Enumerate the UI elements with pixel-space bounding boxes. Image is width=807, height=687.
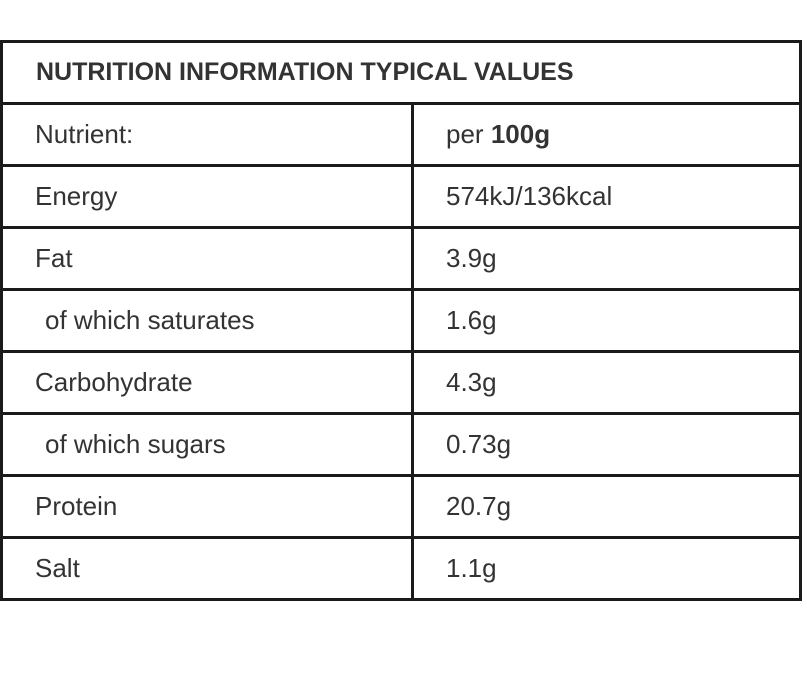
table-row: Fat 3.9g — [0, 226, 802, 291]
nutrient-value: 1.6g — [411, 288, 802, 353]
table-row: Carbohydrate 4.3g — [0, 350, 802, 415]
per-amount: 100g — [490, 119, 551, 149]
nutrient-header: Nutrient: — [0, 102, 414, 167]
per-prefix: per — [446, 119, 491, 149]
nutrient-value: 1.1g — [411, 536, 802, 601]
nutrient-value: 4.3g — [411, 350, 802, 415]
nutrient-value: 20.7g — [411, 474, 802, 539]
nutrition-table: NUTRITION INFORMATION TYPICAL VALUES Nut… — [0, 40, 802, 601]
nutrient-name: Fat — [0, 226, 414, 291]
table-title: NUTRITION INFORMATION TYPICAL VALUES — [0, 40, 802, 105]
table-header-row: Nutrient: per 100g — [0, 102, 802, 167]
table-row: Energy 574kJ/136kcal — [0, 164, 802, 229]
nutrient-value: 0.73g — [411, 412, 802, 477]
nutrient-name: Protein — [0, 474, 414, 539]
nutrient-name: of which saturates — [0, 288, 414, 353]
table-title-row: NUTRITION INFORMATION TYPICAL VALUES — [0, 40, 802, 105]
table-row: Salt 1.1g — [0, 536, 802, 601]
nutrient-name: of which sugars — [0, 412, 414, 477]
nutrient-value: 574kJ/136kcal — [411, 164, 802, 229]
table-row: of which sugars 0.73g — [0, 412, 802, 477]
per-100g-header: per 100g — [411, 102, 802, 167]
table-row: of which saturates 1.6g — [0, 288, 802, 353]
table-row: Protein 20.7g — [0, 474, 802, 539]
nutrient-value: 3.9g — [411, 226, 802, 291]
nutrient-name: Carbohydrate — [0, 350, 414, 415]
nutrient-name: Salt — [0, 536, 414, 601]
nutrient-name: Energy — [0, 164, 414, 229]
